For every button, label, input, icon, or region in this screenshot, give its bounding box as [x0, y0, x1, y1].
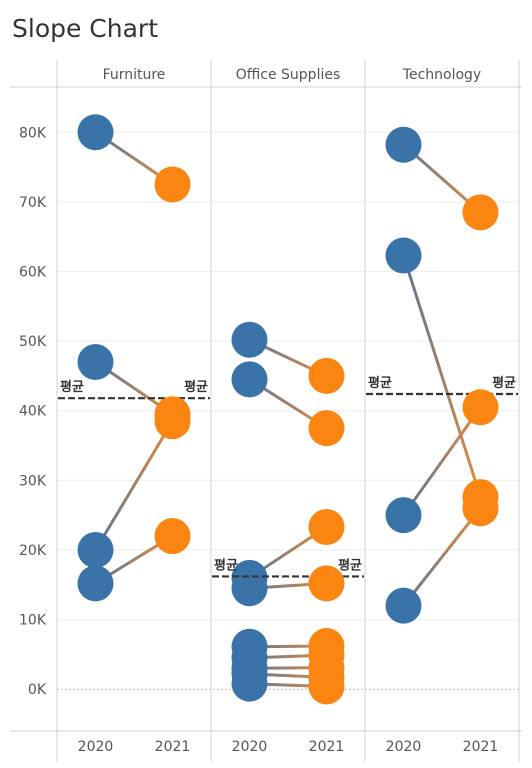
panel-furniture: Furniture 2020 2021 평균 평균 — [58, 67, 210, 755]
x-tick-label: 2021 — [155, 739, 191, 755]
point-2021 — [308, 357, 345, 394]
average-label: 평균 — [184, 379, 208, 395]
point-2020 — [77, 565, 114, 602]
panel-header: Office Supplies — [236, 67, 341, 83]
point-2020 — [231, 570, 268, 607]
x-tick-label: 2021 — [309, 739, 345, 755]
point-2020 — [385, 587, 422, 624]
slope-line — [402, 255, 482, 498]
point-2020 — [385, 126, 422, 163]
x-tick-label: 2020 — [78, 739, 114, 755]
slope-line — [402, 507, 482, 607]
y-tick-label: 80K — [19, 125, 47, 141]
point-2021 — [308, 668, 345, 705]
point-2020 — [231, 361, 268, 398]
y-tick-label: 50K — [19, 334, 47, 350]
point-2021 — [308, 410, 345, 447]
point-2020 — [231, 321, 268, 358]
panel-header: Furniture — [103, 67, 166, 83]
average-label: 평균 — [60, 379, 84, 395]
point-2021 — [308, 509, 345, 546]
slope-line — [402, 406, 482, 517]
average-label: 평균 — [368, 375, 392, 391]
y-tick-label: 60K — [19, 264, 47, 280]
panel-office-supplies: Office Supplies 2020 2021 평균 평균 — [212, 67, 364, 755]
y-tick-label: 40K — [19, 404, 47, 420]
average-label: 평균 — [214, 557, 238, 573]
panel-technology: Technology 2020 2021 평균 평균 — [366, 67, 518, 755]
average-label: 평균 — [338, 557, 362, 573]
average-label: 평균 — [492, 375, 516, 391]
point-2020 — [77, 344, 114, 381]
point-2020 — [77, 114, 114, 151]
y-tick-label: 30K — [19, 473, 47, 489]
point-2020 — [385, 237, 422, 274]
x-tick-label: 2020 — [232, 739, 268, 755]
panel-header: Technology — [402, 67, 481, 83]
point-2021 — [462, 389, 499, 426]
point-2021 — [308, 565, 345, 602]
point-2021 — [462, 194, 499, 231]
chart-title: Slope Chart — [12, 14, 159, 43]
x-tick-label: 2021 — [463, 739, 499, 755]
point-2021 — [154, 518, 191, 555]
y-tick-label: 10K — [19, 613, 47, 629]
point-2021 — [154, 166, 191, 203]
point-2020 — [231, 665, 268, 702]
point-2021 — [154, 403, 191, 440]
y-tick-label: 70K — [19, 195, 47, 211]
point-2020 — [77, 531, 114, 568]
point-2020 — [385, 497, 422, 534]
slope-line — [94, 420, 174, 551]
x-tick-label: 2020 — [386, 739, 422, 755]
point-2021 — [462, 490, 499, 527]
y-tick-label: 0K — [28, 682, 47, 698]
y-tick-label: 20K — [19, 543, 47, 559]
